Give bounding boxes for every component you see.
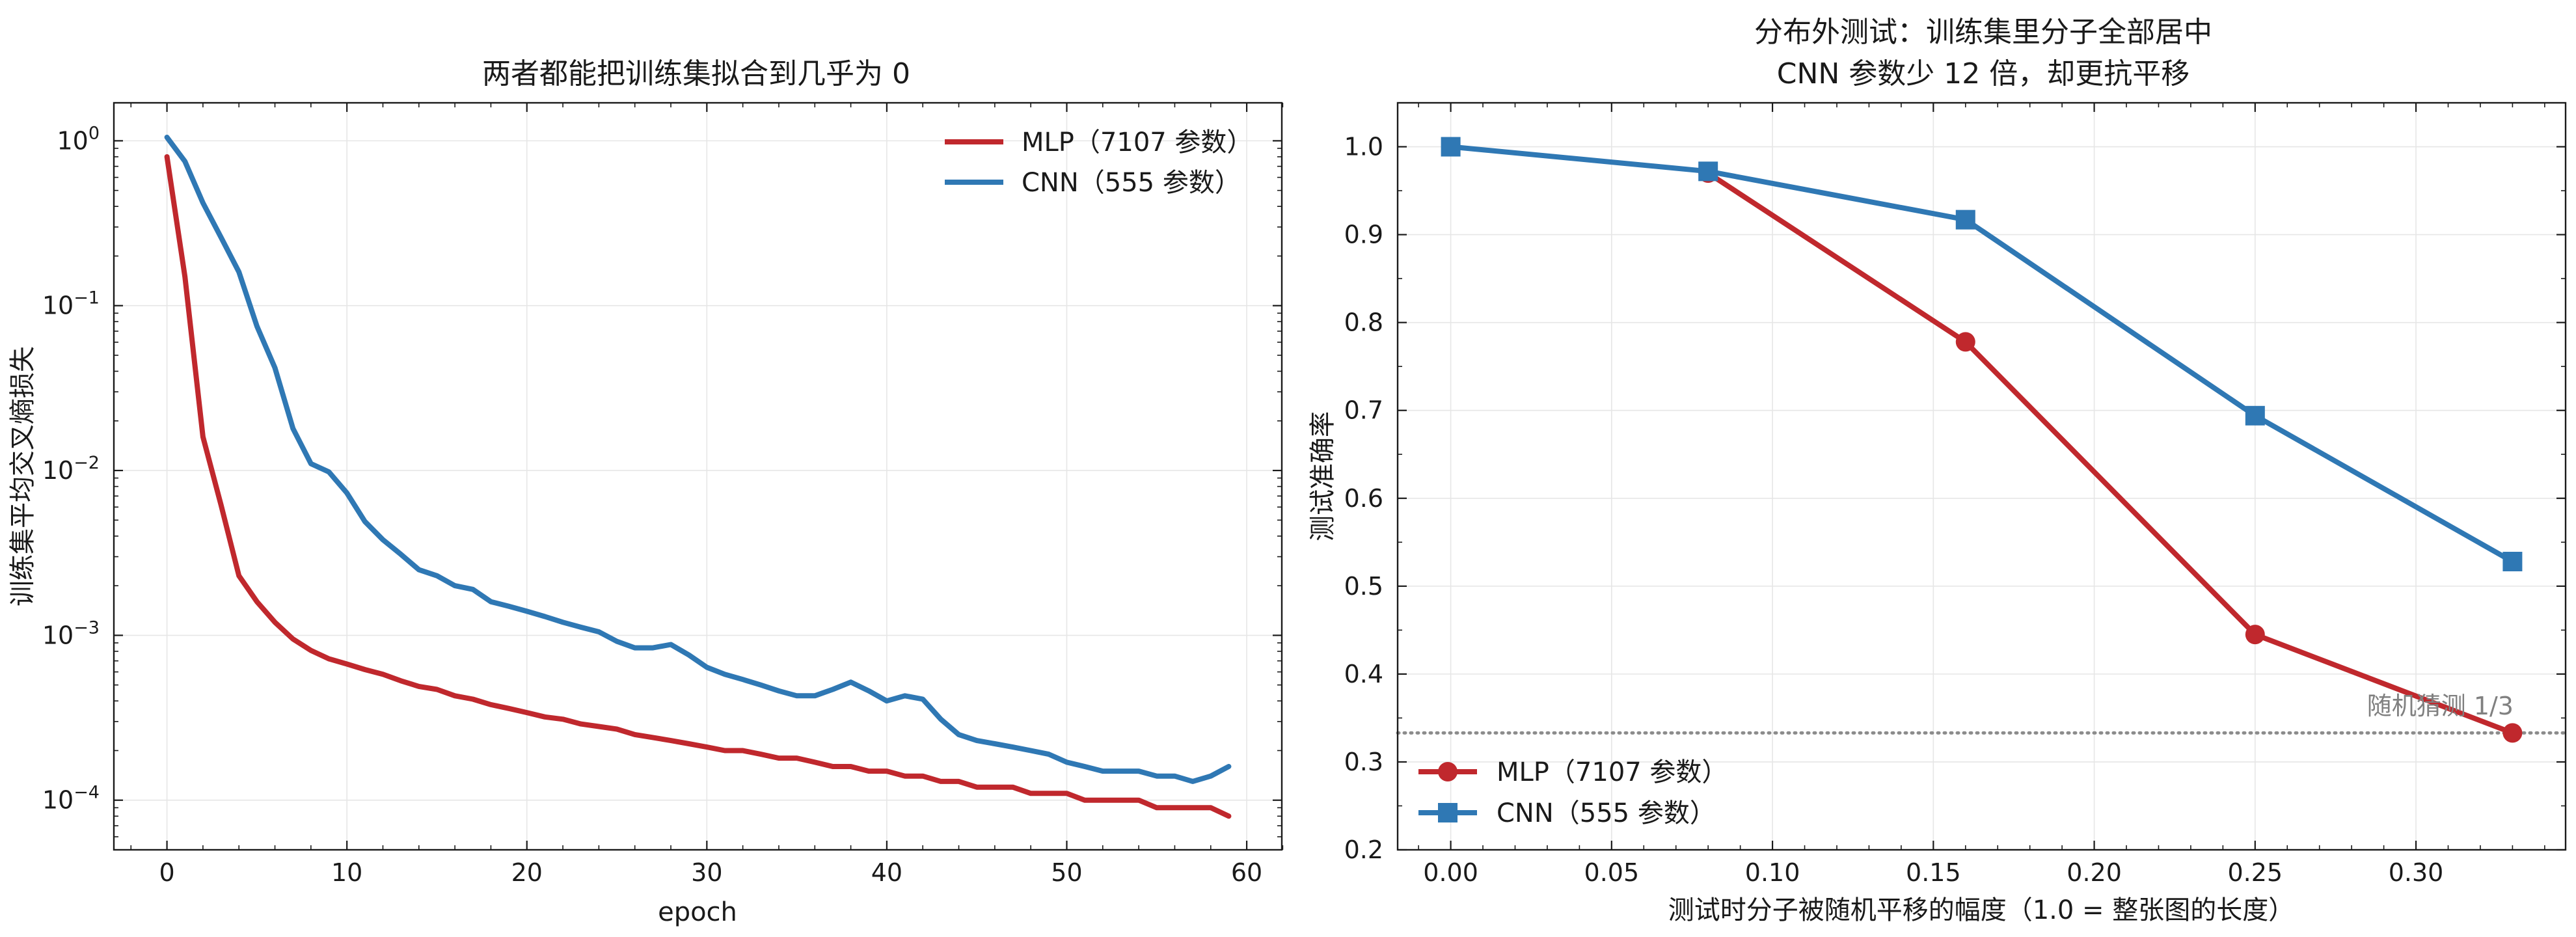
data-point-cnn [2502, 552, 2523, 572]
x-tick-label: 0 [159, 858, 174, 887]
series-line-cnn [164, 135, 1232, 784]
legend-marker-cnn [1438, 803, 1457, 822]
loss-chart-ticks [114, 103, 1284, 850]
x-tick-label: 0.20 [2067, 858, 2122, 887]
loss-chart-series [164, 135, 1232, 819]
ood-chart-y-axis-label: 测试准确率 [1308, 411, 1338, 541]
x-tick-label: 0.10 [1745, 858, 1800, 887]
ood-accuracy-chart-panel: 分布外测试：训练集里分子全部居中 CNN 参数少 12 倍，却更抗平移 0.00… [1308, 16, 2568, 925]
loss-chart-frame [113, 102, 1283, 851]
loss-chart-y-axis-label: 训练集平均交叉熵损失 [8, 346, 38, 606]
legend-label-cnn: CNN（555 参数） [1497, 798, 1716, 828]
loss-chart-panel: 两者都能把训练集拟合到几乎为 0 0 10 20 30 40 50 60 10010−110… [8, 57, 1284, 927]
series-line-mlp [1707, 170, 2514, 736]
ood-chart-subtitle: CNN 参数少 12 倍，却更抗平移 [1777, 57, 2190, 90]
data-point-cnn [2245, 405, 2265, 426]
data-point-mlp [1955, 332, 1975, 352]
random-guess-label: 随机猜测 1/3 [2367, 692, 2514, 720]
x-tick-label: 0.00 [1423, 858, 1478, 887]
loss-chart-x-tick-labels: 0 10 20 30 40 50 60 [159, 858, 1262, 887]
data-point-mlp [2245, 625, 2265, 645]
data-point-cnn [1955, 210, 1975, 230]
x-tick-label: 50 [1051, 858, 1082, 887]
loss-chart-x-axis-label: epoch [658, 897, 737, 927]
loss-chart-legend: MLP（7107 参数） CNN（555 参数） [945, 128, 1253, 198]
legend-label-mlp: MLP（7107 参数） [1497, 757, 1728, 787]
ood-chart-markers [1441, 137, 2523, 743]
x-tick-label: 40 [871, 858, 902, 887]
data-point-cnn [1698, 161, 1718, 182]
data-point-mlp [2502, 723, 2523, 743]
y-tick-label: 0.3 [1344, 748, 1383, 776]
loss-chart-y-tick-labels: 100 10−1 10−2 10−3 10−4 [42, 123, 100, 814]
ood-chart-x-axis-label: 测试时分子被随机平移的幅度（1.0 = 整张图的长度） [1668, 895, 2295, 925]
y-tick-label: 0.6 [1344, 484, 1383, 513]
series-line-mlp [164, 154, 1232, 819]
y-tick-label: 10−4 [42, 783, 100, 815]
legend-label-mlp: MLP（7107 参数） [1022, 128, 1253, 157]
loss-chart-grid [114, 103, 1282, 850]
x-tick-label: 10 [331, 858, 362, 887]
y-tick-label: 0.8 [1344, 308, 1383, 337]
x-tick-label: 0.25 [2228, 858, 2283, 887]
ood-chart-legend: MLP（7107 参数） CNN（555 参数） [1418, 757, 1728, 828]
y-tick-label: 0.5 [1344, 572, 1383, 601]
ood-chart-grid [1398, 103, 2566, 850]
x-tick-label: 0.30 [2389, 858, 2444, 887]
ood-chart-y-tick-labels: 0.2 0.3 0.4 0.5 0.6 0.7 0.8 0.9 1.0 [1344, 133, 1383, 864]
y-tick-label: 1.0 [1344, 133, 1383, 161]
y-tick-label: 10−3 [42, 618, 100, 649]
legend-marker-mlp [1438, 762, 1457, 781]
y-tick-label: 0.2 [1344, 835, 1383, 864]
x-tick-label: 20 [511, 858, 543, 887]
x-tick-label: 60 [1231, 858, 1262, 887]
x-tick-label: 30 [691, 858, 722, 887]
ood-chart-frame [1396, 102, 2567, 851]
loss-chart-title: 两者都能把训练集拟合到几乎为 0 [482, 57, 910, 90]
y-tick-label: 10−1 [42, 288, 100, 320]
y-tick-label: 0.9 [1344, 221, 1383, 249]
y-tick-label: 0.7 [1344, 396, 1383, 425]
y-tick-label: 100 [57, 123, 100, 155]
x-tick-label: 0.15 [1906, 858, 1961, 887]
ood-chart-title: 分布外测试：训练集里分子全部居中 [1754, 16, 2212, 49]
y-tick-label: 0.4 [1344, 660, 1383, 688]
ood-chart-ticks [1398, 102, 2566, 851]
x-tick-label: 0.05 [1584, 858, 1640, 887]
y-tick-label: 10−2 [42, 453, 100, 485]
legend-label-cnn: CNN（555 参数） [1022, 168, 1241, 198]
ood-chart-x-tick-labels: 0.00 0.05 0.10 0.15 0.20 0.25 0.30 [1423, 858, 2443, 887]
data-point-cnn [1441, 137, 1461, 157]
